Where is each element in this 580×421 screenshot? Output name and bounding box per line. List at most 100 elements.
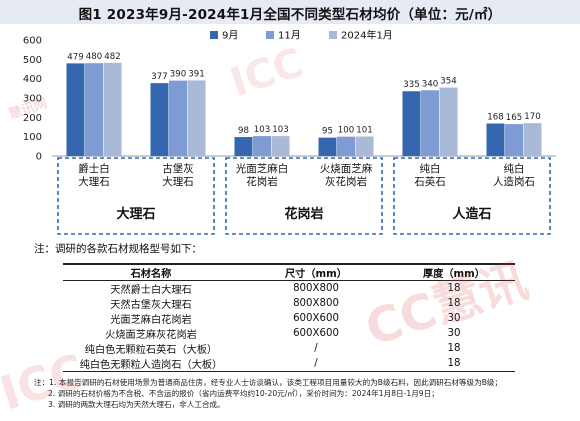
- stone-name-cell: 光面芝麻白花岗岩: [110, 315, 192, 326]
- y-tick-label: 200: [23, 113, 42, 124]
- legend-label: 11月: [278, 30, 301, 42]
- stone-name-cell: 天然古堡灰大理石: [110, 300, 192, 311]
- spec-note-title: 注：调研的各款石材规格型号如下：: [34, 243, 202, 255]
- bar-value-label: 103: [254, 125, 270, 135]
- table-row: 纯白色无颗粒人造岗石（大板） / 18: [63, 356, 515, 372]
- size-cell: 800X800: [293, 298, 339, 309]
- size-cell: /: [239, 356, 393, 372]
- bar-value-label: 103: [272, 125, 288, 135]
- bar: [355, 136, 374, 156]
- bar: [271, 136, 290, 156]
- bar-value-label: 165: [506, 113, 522, 123]
- bar-value-label: 95: [322, 127, 333, 137]
- y-tick-label: 100: [23, 132, 42, 143]
- stone-name-cell: 天然爵士白大理石: [110, 285, 192, 296]
- x-tick-label: 纯白: [420, 162, 441, 175]
- spec-table-header-row: 石材名称 尺寸（mm） 厚度（mm）: [63, 263, 515, 281]
- x-tick-label: 火烧面芝麻: [320, 162, 373, 175]
- category-group-box: [225, 157, 383, 235]
- y-tick-label: 600: [23, 36, 42, 47]
- bar: [505, 124, 523, 156]
- size-cell: 800X800: [293, 283, 339, 294]
- bar: [187, 80, 206, 156]
- x-tick-label: 爵士白: [78, 162, 110, 175]
- x-tick-label: 人造岗石: [493, 175, 535, 188]
- category-group-box: [57, 157, 215, 235]
- category-group-label: 大理石: [116, 206, 155, 222]
- x-tick-label: 古堡灰: [162, 162, 194, 175]
- bar-value-label: 98: [238, 126, 249, 136]
- bar-value-label: 168: [487, 113, 503, 123]
- footnote-2: 2. 调研的石材价格为不含税、不含运的报价（省内运费平均约10-20元/㎡），采…: [48, 389, 439, 398]
- footnote-3: 3. 调研的两款大理石均为天然大理石，非人工合成。: [48, 400, 225, 409]
- footnotes: 注：1. 本报告调研的石材使用场景为普通商品住房，经专业人士访谈确认，该类工程项…: [34, 377, 502, 410]
- bar-value-label: 377: [151, 72, 167, 82]
- bar: [486, 123, 505, 156]
- bar: [253, 136, 271, 156]
- spec-table: 石材名称 尺寸（mm） 厚度（mm） 天然爵士白大理石 800X800 18 天…: [63, 263, 515, 372]
- bar-value-label: 480: [86, 52, 102, 62]
- table-row: 天然古堡灰大理石 800X800 18: [63, 296, 515, 311]
- thickness-cell: 18: [447, 283, 461, 294]
- bar: [402, 91, 421, 156]
- chart-title: 图1 2023年9月-2024年1月全国不同类型石材均价（单位：元/㎡）: [78, 7, 502, 23]
- x-tick-label: 光面芝麻白: [236, 162, 289, 175]
- legend-swatch: [329, 31, 337, 39]
- legend-swatch: [210, 31, 218, 39]
- x-tick-label: 石英石: [414, 175, 446, 188]
- category-group-label: 花岗岩: [284, 206, 323, 222]
- legend-label: 9月: [222, 30, 238, 42]
- category-group-label: 人造石: [452, 206, 491, 222]
- bar-value-label: 100: [338, 126, 354, 136]
- legend-swatch: [266, 31, 274, 39]
- stone-name-cell: 火烧面芝麻灰花岗岩: [105, 330, 197, 341]
- bar: [234, 137, 253, 156]
- bar-value-label: 101: [356, 125, 372, 135]
- footnote-1: 注：1. 本报告调研的石材使用场景为普通商品住房，经专业人士访谈确认，该类工程项…: [34, 378, 503, 387]
- bar-value-label: 340: [422, 79, 438, 89]
- bar: [318, 137, 337, 156]
- bar-value-label: 391: [188, 69, 204, 79]
- thickness-cell: 18: [393, 356, 515, 372]
- table-row: 光面芝麻白花岗岩 600X600 30: [63, 311, 515, 326]
- stone-name-cell: 纯白色无颗粒石英石（大板）: [84, 345, 218, 356]
- bar-value-label: 479: [67, 52, 83, 62]
- x-tick-label: 大理石: [78, 175, 110, 188]
- table-row: 纯白色无颗粒石英石（大板） / 18: [63, 341, 515, 356]
- bar-value-label: 482: [104, 52, 120, 62]
- y-tick-label: 400: [23, 74, 42, 85]
- bar: [337, 136, 355, 156]
- bar-value-label: 170: [524, 112, 540, 122]
- x-tick-label: 灰花岗岩: [325, 175, 367, 188]
- y-tick-label: 0: [36, 152, 42, 163]
- bar-chart: 0 100 200 300 400 500 600 479 480 482 爵士白大理石 377 390…: [23, 29, 556, 235]
- size-cell: 600X600: [293, 328, 339, 339]
- bar: [66, 63, 85, 156]
- x-tick-label: 花岗岩: [246, 175, 278, 188]
- category-group-box: [393, 157, 551, 235]
- bar-value-label: 354: [440, 77, 456, 87]
- header-size: 尺寸（mm）: [239, 263, 393, 281]
- header-thickness: 厚度（mm）: [393, 263, 515, 281]
- size-cell: /: [314, 343, 318, 354]
- bar-value-label: 390: [170, 70, 186, 80]
- table-row: 天然爵士白大理石 800X800 18: [63, 281, 515, 296]
- thickness-cell: 30: [447, 313, 461, 324]
- bar: [439, 87, 458, 156]
- thickness-cell: 18: [447, 298, 461, 309]
- bar: [523, 123, 542, 156]
- bar: [421, 90, 439, 156]
- chart-title-bar: 图1 2023年9月-2024年1月全国不同类型石材均价（单位：元/㎡）: [0, 0, 580, 24]
- bar: [85, 63, 103, 157]
- size-cell: 600X600: [293, 313, 339, 324]
- x-tick-label: 大理石: [162, 175, 194, 188]
- y-tick-label: 300: [23, 94, 42, 105]
- bar: [150, 83, 169, 156]
- bar: [103, 62, 122, 156]
- x-tick-label: 纯白: [504, 162, 525, 175]
- table-row: 火烧面芝麻灰花岗岩 600X600 30: [63, 326, 515, 341]
- bar: [169, 80, 187, 156]
- bar-value-label: 335: [403, 80, 419, 90]
- header-stone-name: 石材名称: [63, 263, 239, 281]
- stone-name-cell: 纯白色无颗粒人造岗石（大板）: [63, 356, 239, 372]
